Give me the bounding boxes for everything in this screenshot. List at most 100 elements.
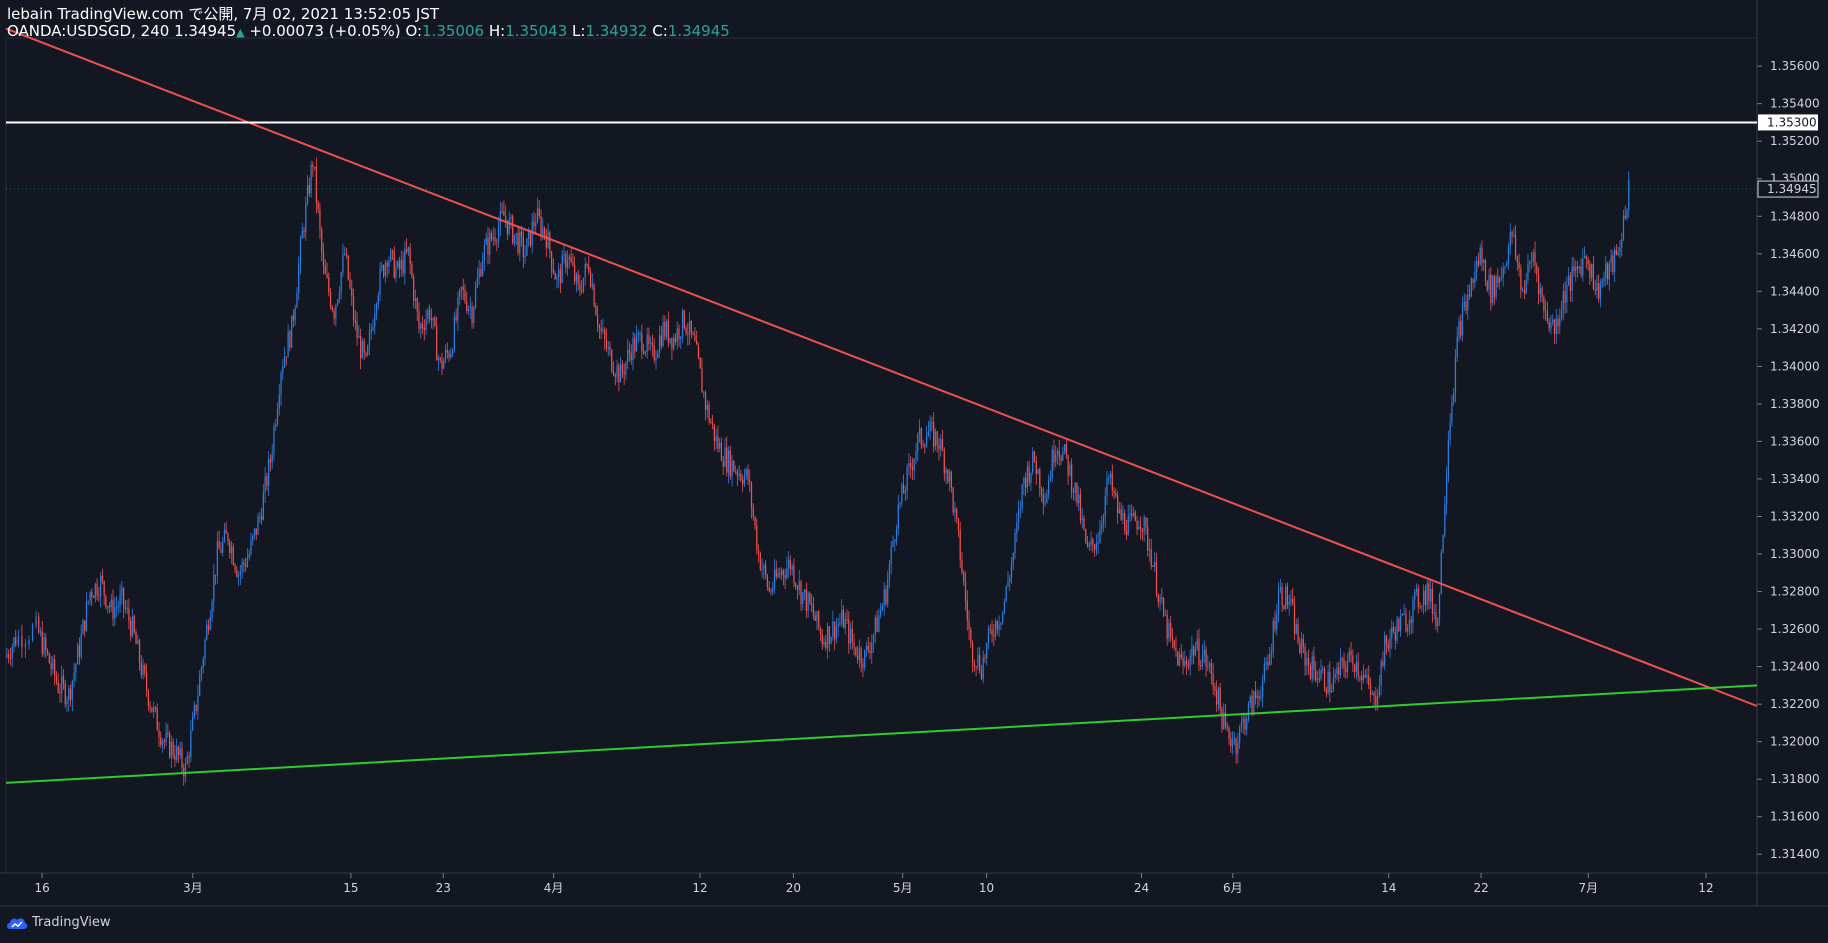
x-tick-label: 24 <box>1134 881 1149 895</box>
candle-body <box>1380 661 1382 686</box>
publisher-line: lebain TradingView.com で公開, 7月 02, 2021 … <box>7 5 440 23</box>
candle-body <box>112 599 114 619</box>
candle-body <box>1612 255 1614 273</box>
candle-body <box>510 216 512 219</box>
candle-body <box>43 637 45 655</box>
candle-body <box>1258 695 1260 699</box>
candle-body <box>497 226 500 242</box>
candle-body <box>1391 627 1393 638</box>
candle-body <box>1506 262 1508 267</box>
brand-name[interactable]: TradingView <box>32 915 111 930</box>
candle-body <box>193 704 195 717</box>
candle-body <box>303 230 305 233</box>
candle-body <box>1138 526 1140 530</box>
candle-body <box>1048 480 1050 495</box>
candle-body <box>1529 261 1531 265</box>
candle-body <box>1453 392 1455 403</box>
candle-body <box>1168 622 1170 639</box>
x-tick-label: 3月 <box>183 881 203 895</box>
candle-body <box>1035 461 1037 475</box>
candle-body <box>687 333 689 335</box>
candle-body <box>902 484 905 494</box>
candle-body <box>1523 289 1526 294</box>
candle-body <box>558 269 560 278</box>
candle-body <box>96 583 98 596</box>
candle-body <box>1309 666 1312 679</box>
candle-body <box>1000 622 1002 625</box>
candle-body <box>1371 693 1373 695</box>
symbol-name[interactable]: OANDA:USDSGD <box>7 22 132 40</box>
candle-body <box>1578 266 1580 269</box>
candle-body <box>729 450 731 477</box>
candle-body <box>605 338 608 349</box>
x-tick-label: 12 <box>692 881 707 895</box>
candle-body <box>1207 665 1209 667</box>
candle-body <box>1003 600 1006 612</box>
candle-body <box>565 253 567 268</box>
candle-body <box>1414 591 1416 600</box>
candle-body <box>195 704 197 711</box>
candle-body <box>655 357 657 361</box>
candle-body <box>876 617 878 632</box>
resistance-trendline <box>5 27 1758 707</box>
candle-body <box>1223 712 1225 730</box>
candle-body <box>1451 402 1453 424</box>
candle-body <box>1545 310 1547 312</box>
last-price-label: 1.34945 <box>1767 182 1817 196</box>
interval[interactable]: 240 <box>140 22 170 40</box>
low-value: 1.34932 <box>585 22 648 40</box>
candle-body <box>519 231 521 254</box>
candle-body <box>367 345 369 356</box>
candle-body <box>126 608 128 610</box>
candle-body <box>782 570 784 576</box>
candle-body <box>418 311 420 329</box>
candle-body <box>1170 622 1172 636</box>
candle-body <box>779 573 781 575</box>
candle-body <box>1113 490 1115 494</box>
candle-body <box>1384 635 1386 666</box>
candle-body <box>476 278 478 288</box>
candle-body <box>786 567 788 579</box>
candle-body <box>1327 671 1329 694</box>
candle-body <box>1143 517 1145 532</box>
y-tick-label: 1.35200 <box>1770 134 1820 148</box>
candle-body <box>1127 515 1129 536</box>
candle-body <box>191 716 194 731</box>
candle-body <box>931 422 933 424</box>
candle-body <box>269 458 272 463</box>
candle-body <box>31 626 34 641</box>
candle-body <box>1316 678 1319 681</box>
x-tick-label: 4月 <box>544 881 564 895</box>
candle-body <box>1479 247 1481 266</box>
candle-body <box>632 338 634 361</box>
candle-body <box>639 333 641 335</box>
candle-body <box>283 356 286 367</box>
candle-body <box>220 549 222 553</box>
candle-body <box>1405 613 1407 632</box>
candle-body <box>1147 527 1149 551</box>
candle-body <box>954 508 956 513</box>
candle-body <box>927 431 929 437</box>
candle-body <box>170 742 172 758</box>
candle-body <box>64 683 66 705</box>
candle-body <box>1502 267 1504 278</box>
candle-body <box>1463 301 1465 307</box>
candle-body <box>482 260 484 276</box>
candle-body <box>1216 690 1218 705</box>
candle-body <box>1023 478 1025 485</box>
candle-body <box>363 341 365 353</box>
candle-body <box>1014 533 1016 554</box>
candle-body <box>996 620 998 630</box>
candle-body <box>384 262 387 277</box>
candle-body <box>699 357 701 369</box>
candle-body <box>460 286 463 290</box>
candle-body <box>1591 264 1593 279</box>
candle-body <box>1320 670 1322 679</box>
candle-body <box>1527 264 1529 280</box>
candle-body <box>901 484 903 503</box>
candle-body <box>1267 662 1269 666</box>
candle-body <box>395 267 397 278</box>
candle-body <box>1532 252 1534 262</box>
